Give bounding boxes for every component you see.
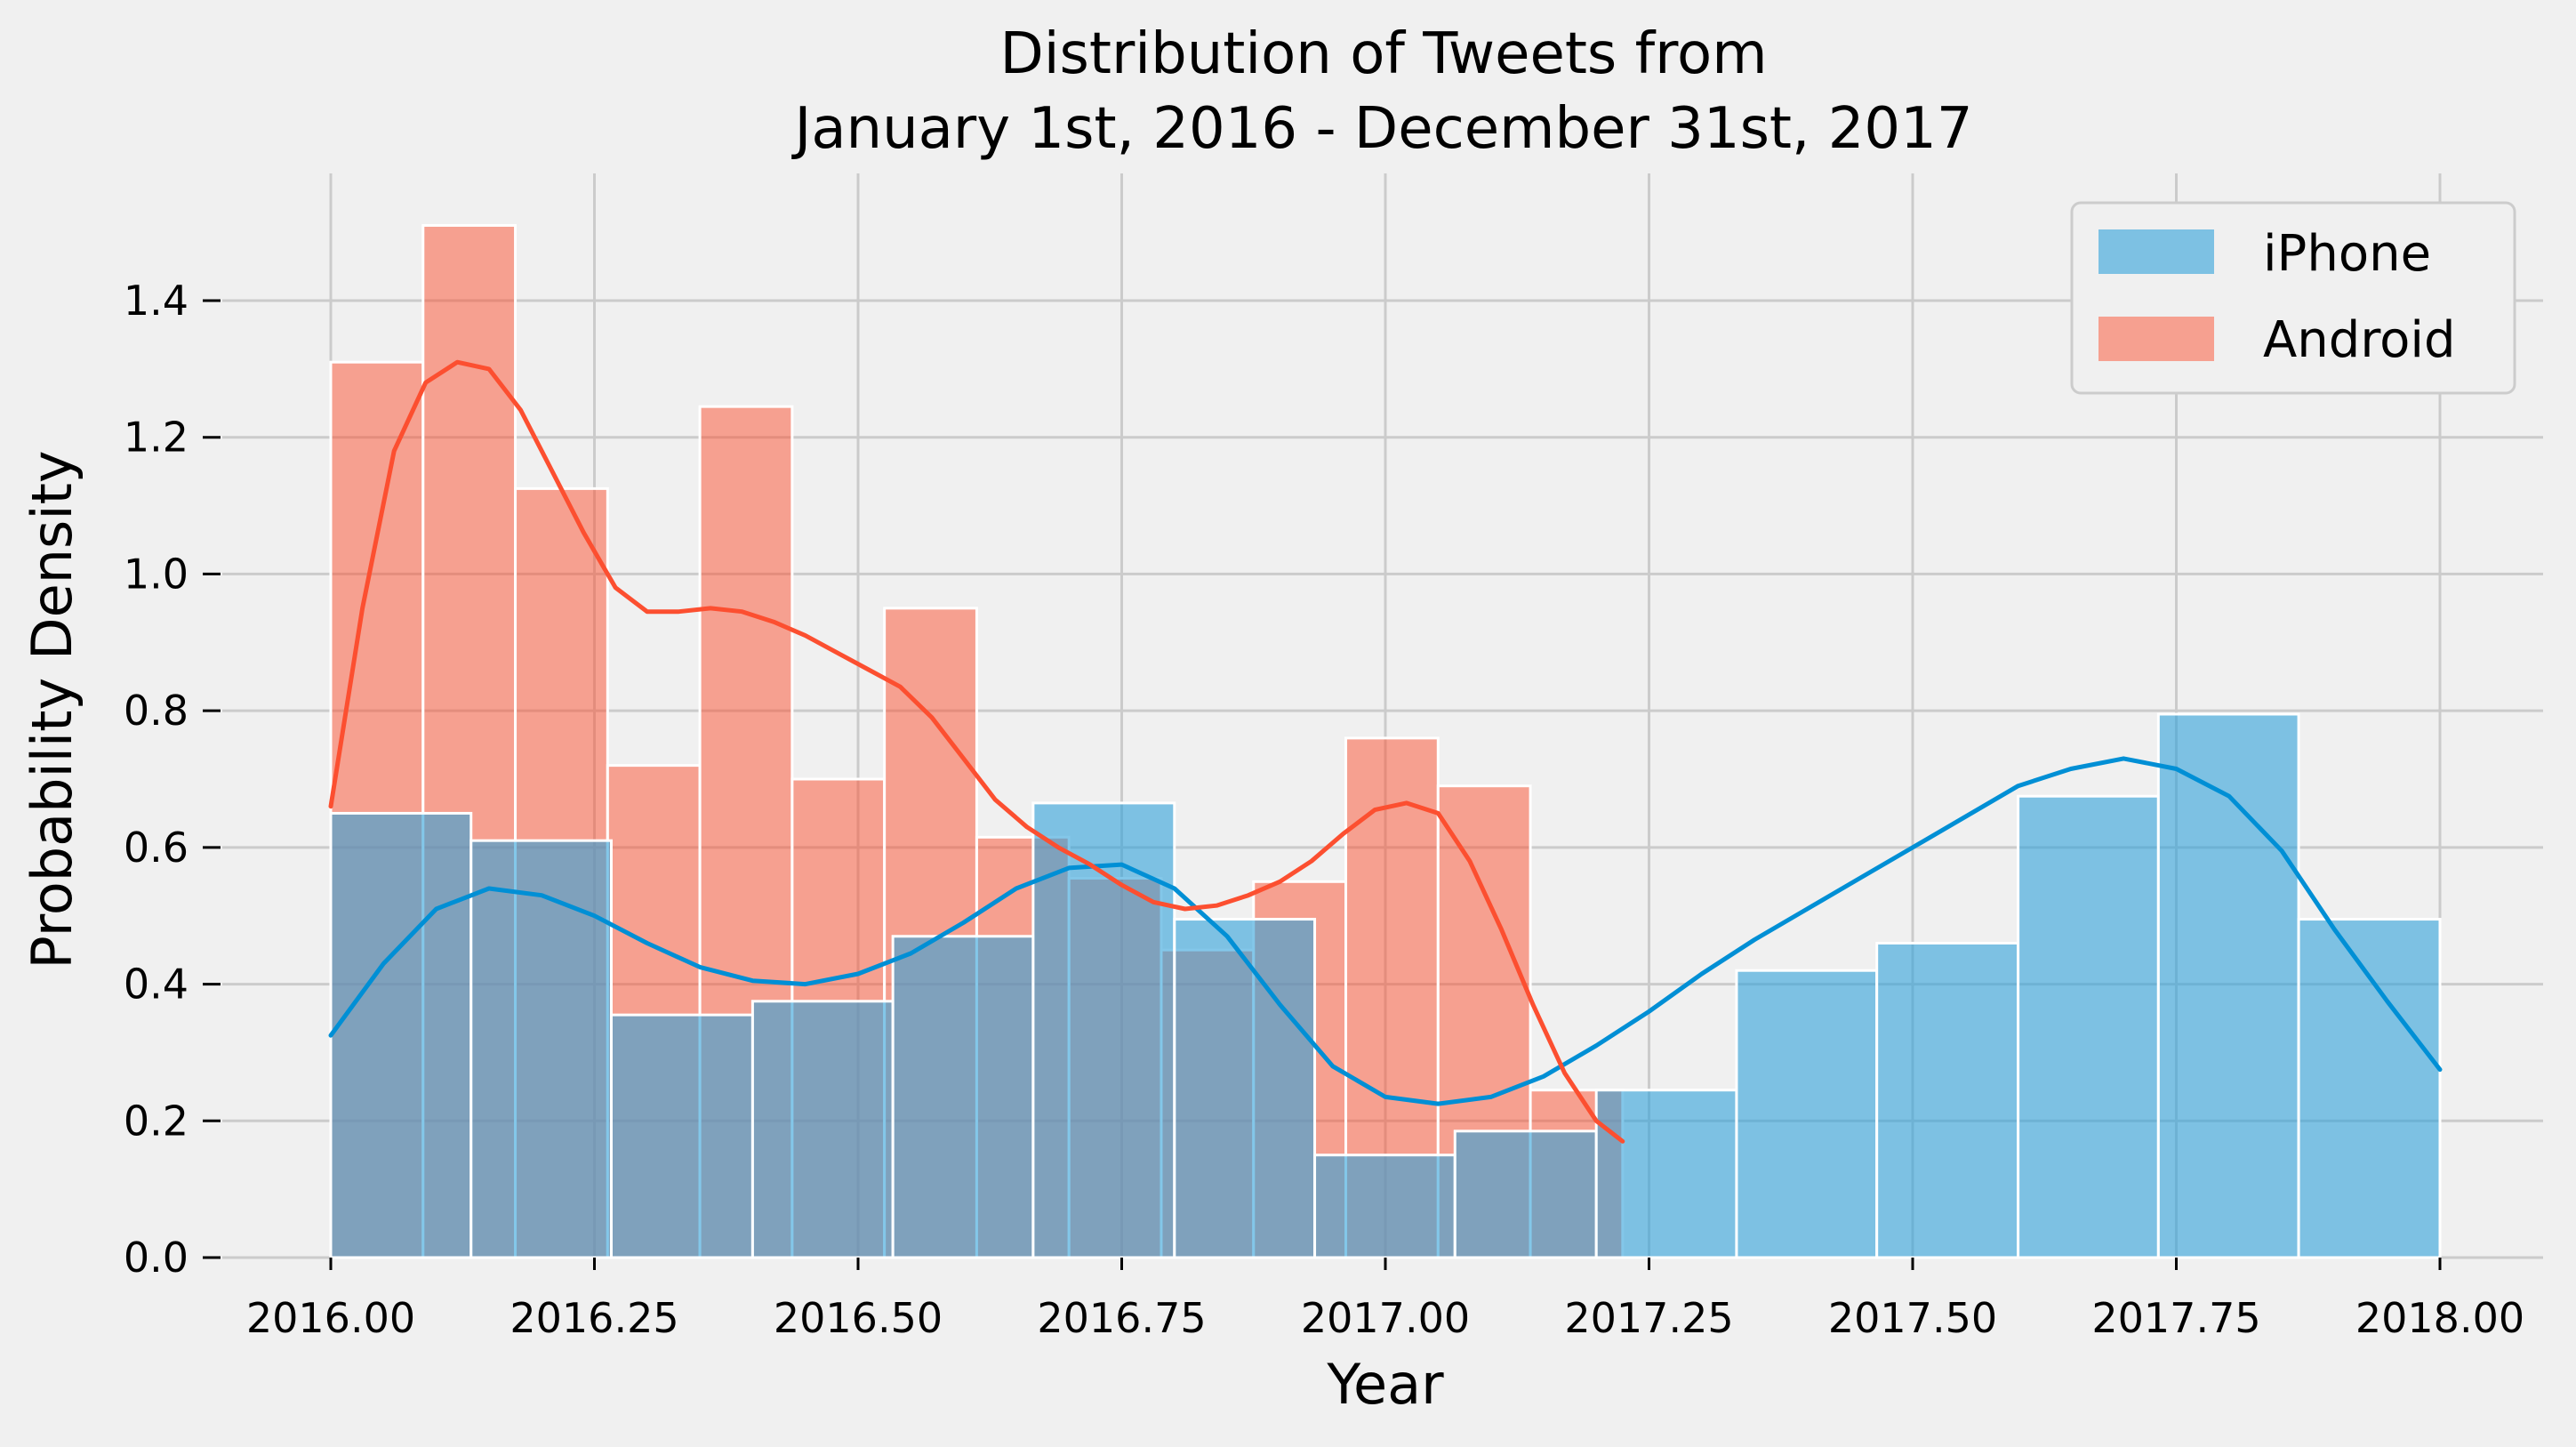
iphone-histogram [329,712,2442,1259]
x-tick-label-6: 2017.50 [1828,1294,1997,1342]
x-tick-label-5: 2017.25 [1564,1294,1733,1342]
chart-title-line-2: January 1st, 2016 - December 31st, 2017 [790,96,1972,162]
x-tick-label-1: 2016.25 [510,1294,678,1342]
y-axis-label: Probability Density [20,450,84,969]
x-tick-label-8: 2018.00 [2355,1294,2524,1342]
iphone-bar-8 [1453,1129,1598,1259]
iphone-bar-4 [891,935,1035,1259]
android-kde-line [328,359,1625,1144]
iphone-bar-10 [1735,969,1879,1259]
legend-swatch-android [2099,317,2214,361]
legend-label-android: Android [2263,311,2456,369]
iphone-bar-14 [2297,918,2442,1259]
x-tick-label-2: 2016.50 [774,1294,943,1342]
iphone-kde-line [328,756,2443,1106]
y-tick-label-0: 0.0 [124,1234,189,1282]
iphone-bar-0 [329,811,473,1259]
y-tick-label-5: 1.0 [124,550,189,598]
legend-swatch-iphone [2099,229,2214,274]
y-tick-label-1: 0.2 [124,1097,189,1145]
iphone-bar-7 [1313,1154,1457,1259]
y-tick-label-2: 0.4 [124,961,189,1009]
x-tick-label-7: 2017.75 [2091,1294,2260,1342]
x-axis-ticks: 2016.00 2016.25 2016.50 2016.75 2017.00 2017.… [246,1258,2524,1342]
chart-title-line-1: Distribution of Tweets from [999,21,1767,87]
y-tick-label-6: 1.2 [124,414,189,462]
legend: iPhone Android [2070,201,2516,395]
y-axis-ticks: 0.0 0.2 0.4 0.6 0.8 1.0 1.2 1.4 [124,277,221,1282]
x-axis-label: Year [1326,1352,1444,1417]
iphone-bar-2 [609,1013,754,1259]
x-tick-label-0: 2016.00 [246,1294,415,1342]
iphone-bar-9 [1594,1089,1738,1259]
x-tick-label-3: 2016.75 [1037,1294,1206,1342]
iphone-bar-12 [2017,794,2160,1259]
kde-curves [328,359,2443,1144]
iphone-bar-6 [1173,918,1317,1259]
y-tick-label-4: 0.8 [124,687,189,735]
legend-label-iphone: iPhone [2263,225,2431,283]
y-tick-label-3: 0.6 [124,824,189,872]
y-tick-label-7: 1.4 [124,277,189,325]
iphone-bar-3 [750,1000,895,1259]
iphone-bar-1 [469,839,613,1259]
x-tick-label-4: 2017.00 [1301,1294,1470,1342]
iphone-bar-13 [2156,712,2300,1259]
iphone-bar-11 [1875,941,2020,1259]
